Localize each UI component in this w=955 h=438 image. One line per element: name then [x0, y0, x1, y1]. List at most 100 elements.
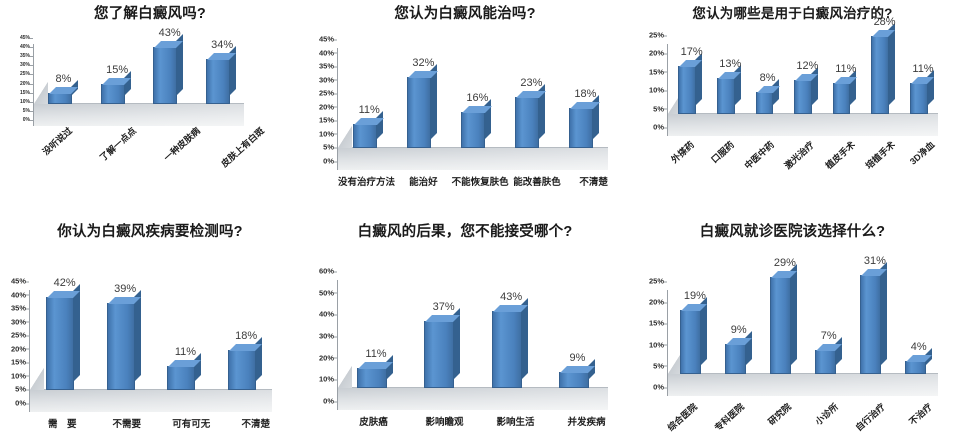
- y-tick-mark: [664, 302, 667, 304]
- y-axis-tick: 15%: [20, 90, 33, 96]
- y-tick-mark: [334, 120, 337, 122]
- bar-slot: 9%: [713, 290, 758, 374]
- y-tick-mark: [664, 108, 667, 110]
- bar-value-label: 13%: [719, 57, 742, 70]
- bar[interactable]: 11%: [167, 346, 202, 390]
- bar[interactable]: 34%: [205, 39, 236, 104]
- y-axis-tick: 35%: [319, 62, 337, 71]
- bar-value-label: 11%: [912, 63, 934, 76]
- plot-area: 0% 5% 10% 15% 20% 25% 17% 13% 8% 12% 11% 28% 11%: [638, 16, 938, 136]
- bar-slot: 11%: [899, 44, 938, 114]
- bar[interactable]: 18%: [568, 88, 600, 148]
- bar[interactable]: 9%: [559, 352, 596, 388]
- bar[interactable]: 23%: [514, 77, 546, 148]
- bar-slot: 8%: [34, 44, 87, 104]
- bar-value-label: 11%: [835, 63, 857, 76]
- chart-title: 你认为白癜风疾病要检测吗?: [57, 224, 243, 240]
- x-axis-label: 一种皮肤病: [161, 125, 203, 164]
- bar-series: 11% 37% 43% 9%: [338, 280, 608, 388]
- y-axis-tick: 0%: [23, 117, 33, 123]
- plot-area: 0% 5% 10% 15% 20% 25% 30% 35% 40% 45% 42% 39% 11% 18…: [0, 277, 272, 412]
- bar[interactable]: 37%: [424, 301, 461, 388]
- y-tick-mark: [30, 110, 33, 112]
- bar[interactable]: 42%: [46, 277, 81, 390]
- x-axis-label: 专科医院: [712, 401, 747, 434]
- y-tick-mark: [26, 348, 29, 350]
- bar[interactable]: 32%: [406, 57, 438, 148]
- bar[interactable]: 7%: [815, 330, 842, 374]
- bar[interactable]: 9%: [725, 324, 752, 374]
- bar-side-face: [733, 64, 741, 106]
- y-tick-mark: [664, 323, 667, 325]
- bar-series: 19% 9% 29% 7% 31% 4%: [668, 255, 938, 374]
- y-axis-tick: 0%: [653, 383, 667, 392]
- x-label-slot: 需 要: [30, 416, 95, 430]
- bar-slot: 16%: [446, 48, 500, 148]
- y-axis-tick: 35%: [20, 53, 33, 59]
- y-axis-tick: 5%: [653, 361, 667, 370]
- x-label-slot: 可有可无: [159, 416, 224, 430]
- x-axis-label: 自行治疗: [853, 401, 887, 434]
- y-tick-mark: [334, 357, 337, 359]
- bar-value-label: 11%: [358, 103, 380, 116]
- y-tick-mark: [26, 389, 29, 391]
- y-axis-tick: 20%: [319, 102, 337, 111]
- bar[interactable]: 15%: [100, 64, 131, 104]
- y-tick-mark: [30, 38, 33, 39]
- y-tick-mark: [664, 365, 667, 367]
- bar-value-label: 8%: [55, 73, 72, 86]
- y-axis-tick: 20%: [20, 81, 33, 87]
- y-tick-mark: [334, 147, 337, 149]
- bar[interactable]: 11%: [832, 63, 857, 114]
- bar-series: 11% 32% 16% 23% 18%: [338, 48, 608, 148]
- plot-area: 0% 10% 20% 30% 40% 50% 60% 11% 37% 43% 9%: [308, 267, 608, 410]
- bar[interactable]: 11%: [352, 104, 384, 148]
- bar[interactable]: 11%: [909, 63, 934, 114]
- bar[interactable]: 8%: [48, 73, 79, 104]
- bar[interactable]: 13%: [717, 58, 741, 114]
- bar[interactable]: 19%: [680, 290, 707, 374]
- x-axis-label: 综合医院: [665, 401, 700, 434]
- y-tick-mark: [30, 92, 33, 94]
- bar[interactable]: 43%: [491, 291, 528, 388]
- y-axis-tick: 40%: [11, 290, 29, 299]
- bar[interactable]: 4%: [905, 341, 932, 374]
- y-axis-tick: 25%: [649, 277, 667, 286]
- bar[interactable]: 28%: [871, 16, 896, 114]
- x-axis-label: 培植手术: [863, 139, 897, 172]
- bar-slot: 18%: [554, 48, 608, 148]
- bar[interactable]: 11%: [356, 348, 393, 388]
- bar[interactable]: 8%: [755, 72, 780, 114]
- y-axis-tick: 5%: [323, 143, 337, 152]
- bar[interactable]: 17%: [678, 46, 703, 114]
- plot-floor: [34, 103, 244, 126]
- bar-side-face: [73, 283, 81, 382]
- y-tick-mark: [664, 35, 667, 36]
- bar-slot: 28%: [861, 16, 900, 114]
- bar[interactable]: 12%: [794, 60, 818, 114]
- bar[interactable]: 16%: [460, 92, 492, 148]
- bar-value-label: 4%: [910, 340, 927, 353]
- bar[interactable]: 29%: [770, 257, 797, 374]
- x-axis-label: 不能恢复肤色: [451, 177, 509, 188]
- x-label-slot: 并发疾病: [551, 414, 622, 428]
- bar[interactable]: 31%: [860, 255, 887, 374]
- x-axis-label: 激光治疗: [783, 139, 817, 172]
- y-axis: 0% 10% 20% 30% 40% 50% 60%: [308, 267, 338, 410]
- bar-slot: 23%: [500, 48, 554, 148]
- bar-value-label: 17%: [680, 46, 703, 59]
- bar[interactable]: 43%: [153, 27, 184, 104]
- bar[interactable]: 39%: [106, 283, 141, 390]
- bar-slot: 11%: [822, 44, 861, 114]
- plot-floor: [668, 113, 938, 136]
- y-tick-mark: [26, 375, 29, 377]
- y-tick-mark: [26, 281, 29, 282]
- x-axis-label: 需 要: [47, 419, 77, 430]
- y-tick-mark: [26, 335, 29, 337]
- bar-value-label: 29%: [773, 256, 796, 269]
- y-axis-tick: 35%: [11, 304, 29, 313]
- bar[interactable]: 18%: [227, 330, 262, 390]
- y-axis-tick: 30%: [319, 332, 337, 341]
- y-tick-mark: [334, 133, 337, 135]
- bar-value-label: 18%: [574, 88, 597, 100]
